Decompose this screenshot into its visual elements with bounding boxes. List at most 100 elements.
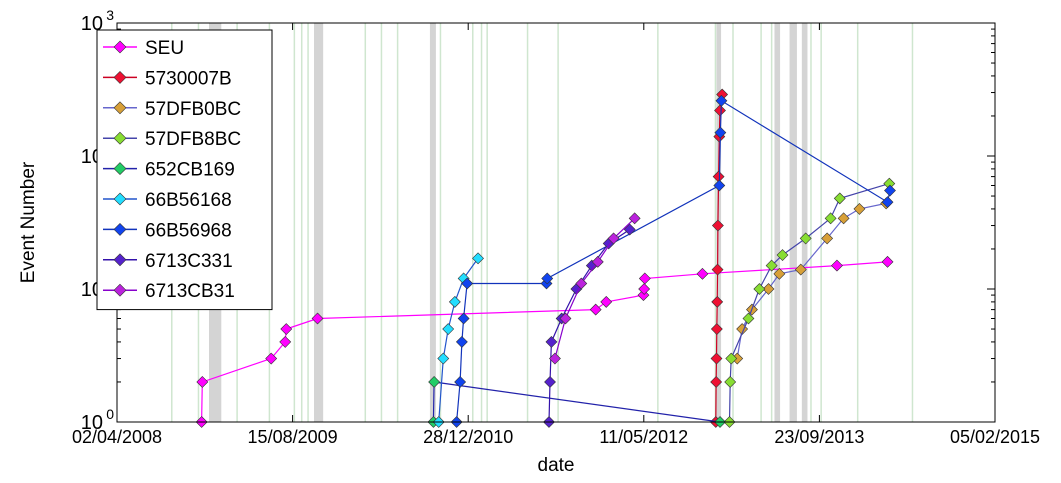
series-5730007b	[709, 88, 729, 428]
data-point	[559, 312, 572, 325]
data-point	[589, 303, 602, 316]
data-point	[762, 283, 775, 295]
data-point	[455, 336, 468, 348]
data-point	[265, 352, 278, 365]
legend-marker	[113, 222, 127, 236]
legend-box	[96, 29, 273, 311]
data-point	[765, 259, 778, 272]
legend-label: 57DFB8BC	[145, 129, 241, 150]
series-line	[548, 229, 631, 423]
data-point	[715, 94, 728, 107]
legend-marker	[113, 70, 127, 84]
gray-band	[314, 23, 324, 422]
legend-marker	[113, 253, 127, 267]
data-point	[454, 376, 467, 388]
legend-marker	[113, 162, 127, 176]
gray-band	[789, 23, 797, 422]
legend-marker	[113, 283, 127, 297]
data-point	[591, 255, 604, 268]
data-series	[195, 88, 896, 428]
x-tick-label: 28/12/2010	[423, 427, 513, 447]
series-line	[432, 381, 721, 423]
series-57dfb8bc	[723, 177, 896, 428]
data-point	[544, 376, 556, 388]
x-tick-label: 05/02/2015	[950, 427, 1040, 447]
x-axis-label: date	[538, 455, 575, 476]
data-point	[753, 283, 766, 295]
x-tick-label: 23/09/2013	[774, 427, 864, 447]
data-point	[437, 352, 450, 365]
data-point	[714, 126, 727, 139]
y-tick-label: 10 0	[81, 406, 114, 434]
x-tick-label: 02/04/2008	[72, 427, 162, 447]
data-point	[541, 272, 554, 285]
data-point	[881, 196, 894, 209]
data-point	[623, 223, 636, 236]
data-point	[884, 184, 896, 197]
gray-band	[429, 23, 436, 422]
data-point	[794, 263, 807, 276]
data-point	[549, 352, 561, 365]
data-point	[607, 232, 620, 245]
data-point	[628, 212, 641, 225]
series-line	[456, 99, 891, 423]
data-point	[837, 212, 850, 225]
data-point	[545, 336, 558, 348]
legend-marker	[113, 101, 127, 115]
gray-band	[774, 23, 781, 422]
data-point	[776, 249, 789, 261]
legend-label: SEU	[145, 38, 184, 59]
data-point	[711, 219, 724, 232]
data-point	[280, 323, 293, 335]
data-point	[472, 252, 484, 265]
series-6713cb31	[549, 212, 641, 365]
data-point	[724, 376, 737, 388]
data-point	[713, 179, 726, 192]
data-point	[638, 283, 651, 295]
data-point	[311, 312, 324, 325]
data-point	[710, 352, 723, 365]
series-6713c331	[543, 223, 636, 428]
gray-band	[801, 23, 808, 422]
data-point	[714, 104, 726, 117]
series-seu	[195, 255, 894, 428]
data-point	[853, 203, 866, 215]
data-point	[448, 295, 461, 308]
data-point	[711, 295, 724, 308]
y-axis-label: Event Number	[18, 161, 39, 283]
legend-label: 6713CB31	[145, 281, 235, 302]
legend-label: 66B56968	[145, 220, 232, 241]
legend-label: 57DFB0BC	[145, 99, 241, 120]
data-point	[196, 376, 209, 388]
data-point	[710, 376, 723, 388]
data-point	[821, 232, 834, 245]
legend-marker	[113, 131, 127, 145]
data-point	[881, 255, 894, 268]
legend-label: 6713C331	[145, 251, 233, 272]
legend-label: 5730007B	[145, 68, 232, 89]
legend-marker	[113, 40, 127, 54]
data-point	[831, 259, 843, 272]
data-point	[457, 312, 470, 325]
x-tick-label: 15/08/2009	[248, 427, 338, 447]
data-point	[461, 277, 474, 290]
data-point	[742, 312, 755, 325]
legend-label: 652CB169	[145, 160, 235, 181]
data-point	[773, 267, 786, 280]
series-line	[554, 217, 636, 359]
data-point	[638, 272, 651, 285]
data-point	[710, 323, 723, 335]
x-tick-label: 11/05/2012	[599, 427, 688, 447]
series-line	[728, 183, 890, 423]
data-point	[824, 212, 837, 225]
data-point	[696, 267, 709, 280]
series-66b56968	[450, 94, 896, 428]
data-point	[725, 352, 738, 365]
data-point	[799, 232, 812, 245]
legend-label: 66B56168	[145, 190, 232, 211]
data-point	[442, 323, 455, 335]
data-point	[428, 376, 441, 388]
background-bands	[171, 23, 914, 422]
data-point	[833, 192, 846, 205]
